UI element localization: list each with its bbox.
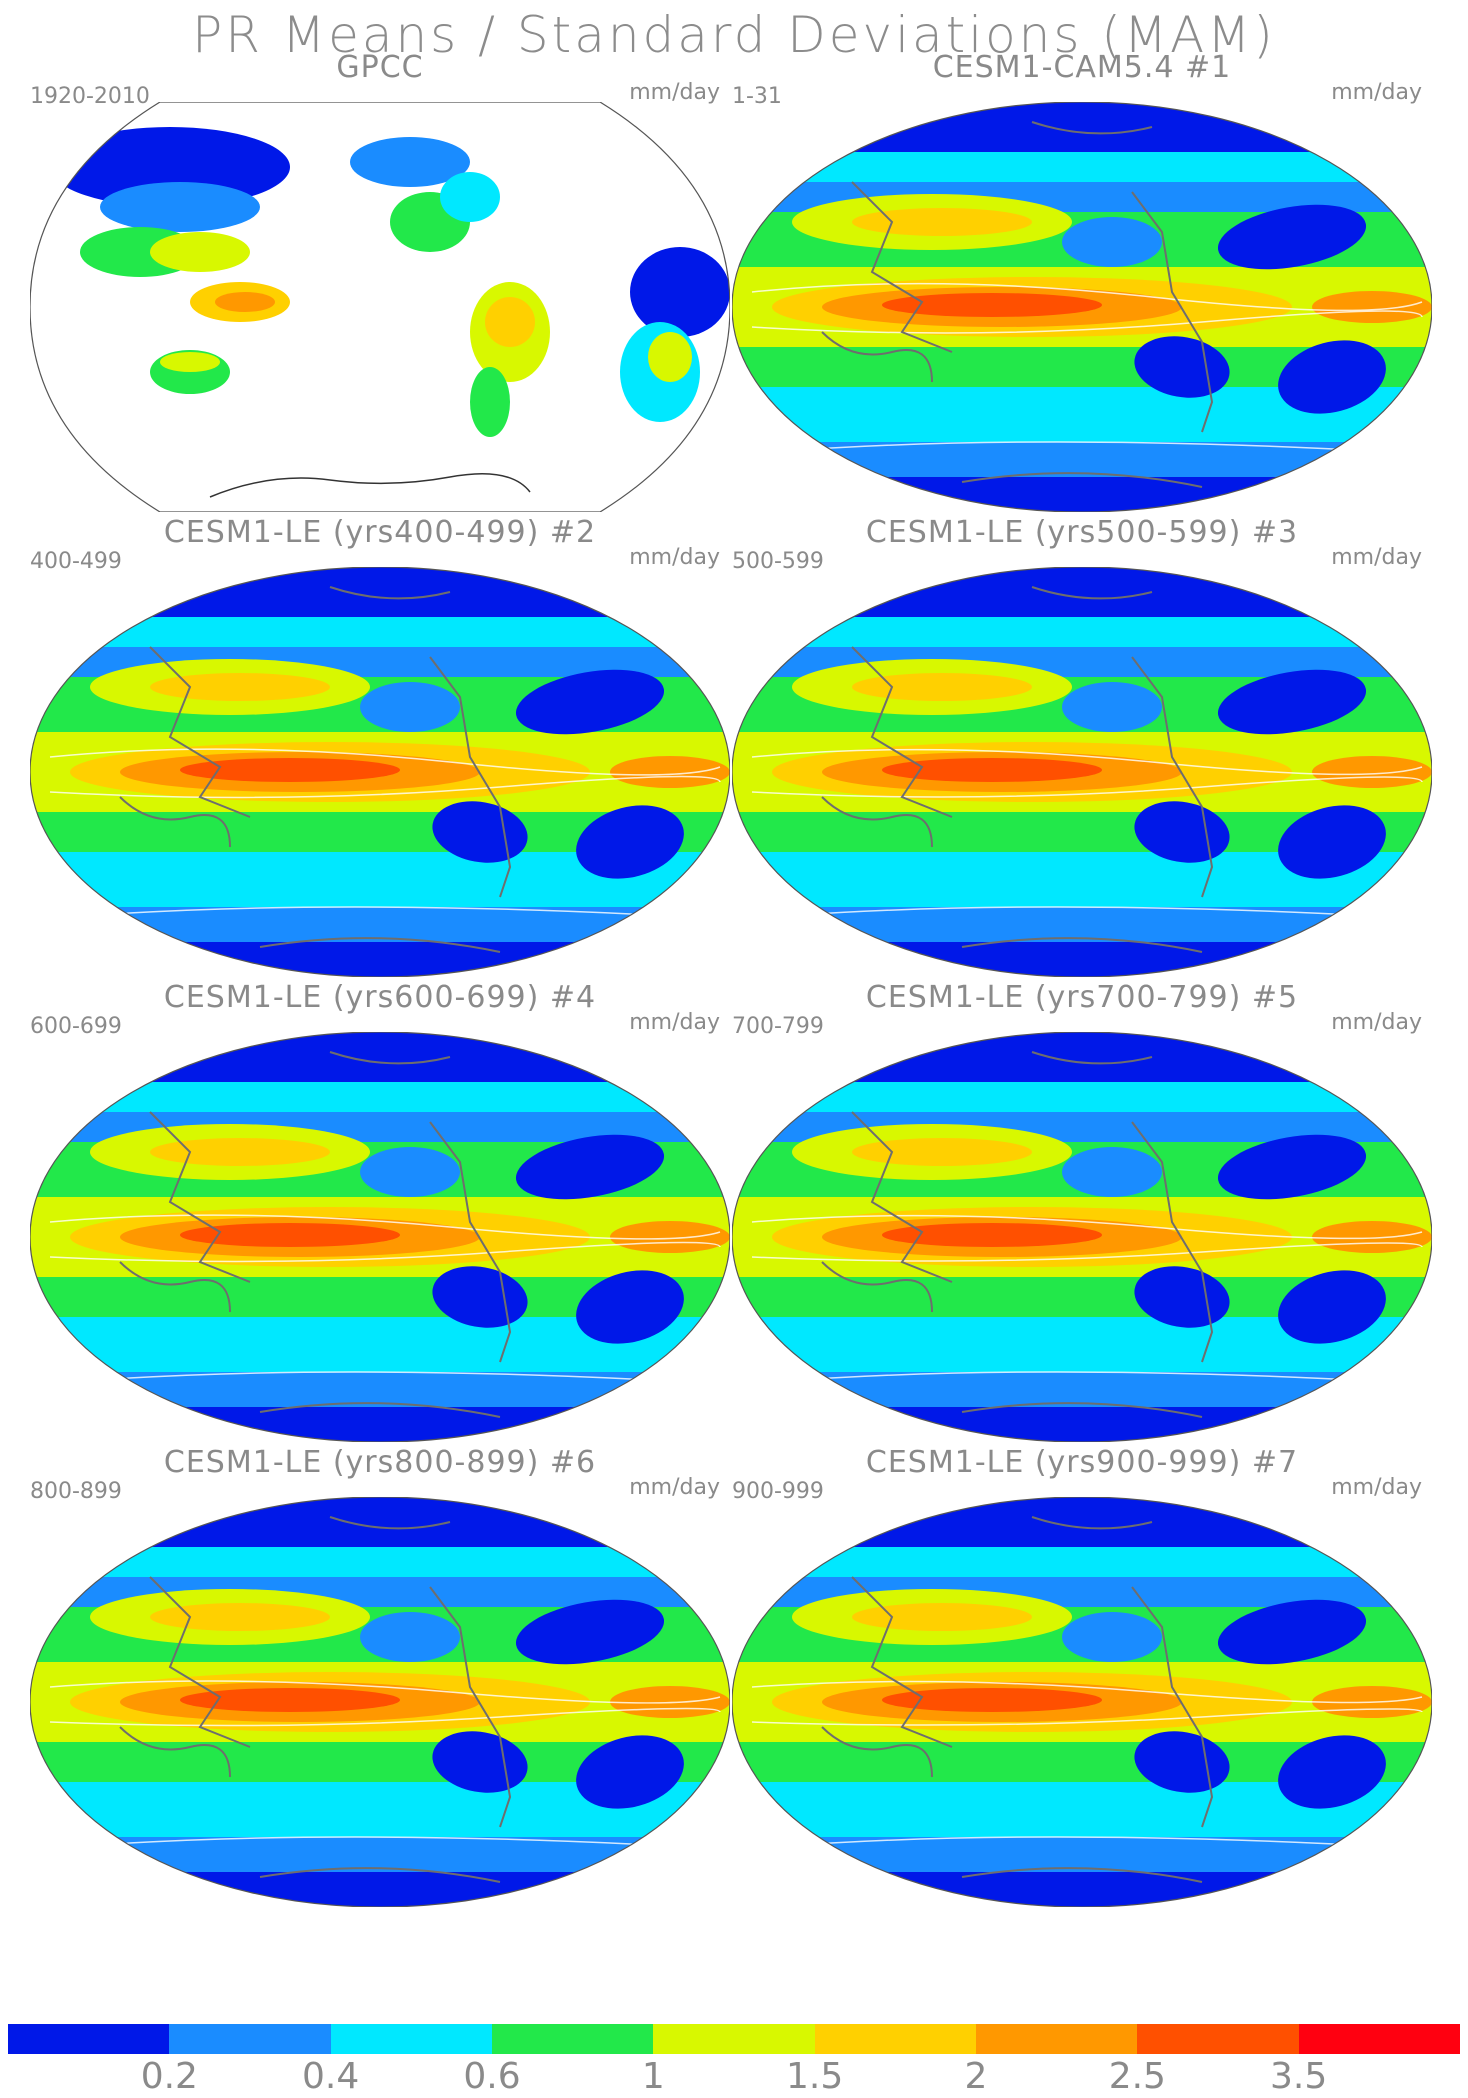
world-map — [30, 1032, 730, 1442]
panel-title: CESM1-LE (yrs900-999) #7 — [865, 1445, 1299, 1480]
panel-title: CESM1-LE (yrs500-599) #3 — [865, 515, 1299, 550]
panel-units: mm/day — [1331, 80, 1422, 105]
colorbar-tick-label: 3.5 — [1270, 2056, 1328, 2097]
map-panel: CESM1-LE (yrs800-899) #6 800-899 mm/day — [20, 1445, 740, 1915]
colorbar-tick-label: 0.2 — [140, 2056, 198, 2097]
panel-period: 500-599 — [732, 549, 824, 574]
panel-units: mm/day — [629, 1475, 720, 1500]
panel-period: 1-31 — [732, 84, 782, 109]
panel-period: 900-999 — [732, 1479, 824, 1504]
colorbar-segment — [8, 2024, 170, 2054]
colorbar-segment — [1298, 2024, 1460, 2054]
panel-period: 1920-2010 — [30, 84, 150, 109]
map-panel: CESM1-LE (yrs700-799) #5 700-799 mm/day — [722, 980, 1442, 1450]
colorbar-segment — [1137, 2024, 1299, 2054]
colorbar-tick-label: 0.6 — [463, 2056, 521, 2097]
map-panel: CESM1-CAM5.4 #1 1-31 mm/day — [722, 50, 1442, 520]
colorbar-tick-label: 0.4 — [302, 2056, 360, 2097]
panel-title: CESM1-LE (yrs400-499) #2 — [163, 515, 597, 550]
colorbar-segment — [491, 2024, 654, 2054]
world-map — [732, 102, 1432, 512]
panel-title: GPCC — [336, 50, 424, 85]
panel-units: mm/day — [1331, 1010, 1422, 1035]
panel-title: CESM1-LE (yrs700-799) #5 — [865, 980, 1299, 1015]
world-map — [732, 1032, 1432, 1442]
world-map — [732, 567, 1432, 977]
world-map — [30, 102, 730, 512]
colorbar-tick-label: 1.5 — [786, 2056, 844, 2097]
panel-title: CESM1-CAM5.4 #1 — [932, 50, 1232, 85]
colorbar-segment — [975, 2024, 1138, 2054]
colorbar-segment — [169, 2024, 331, 2054]
map-panel: CESM1-LE (yrs600-699) #4 600-699 mm/day — [20, 980, 740, 1450]
world-map — [732, 1497, 1432, 1907]
map-panel: CESM1-LE (yrs400-499) #2 400-499 mm/day — [20, 515, 740, 985]
colorbar-tick-label: 2.5 — [1108, 2056, 1166, 2097]
panel-period: 400-499 — [30, 549, 122, 574]
colorbar-segment — [814, 2024, 976, 2054]
panel-period: 600-699 — [30, 1014, 122, 1039]
panel-units: mm/day — [1331, 1475, 1422, 1500]
figure-title: PR Means / Standard Deviations (MAM) — [192, 6, 1276, 64]
panel-period: 800-899 — [30, 1479, 122, 1504]
colorbar-tick-label: 1 — [641, 2056, 665, 2097]
panel-units: mm/day — [1331, 545, 1422, 570]
panel-title: CESM1-LE (yrs600-699) #4 — [163, 980, 597, 1015]
panel-title: CESM1-LE (yrs800-899) #6 — [163, 1445, 597, 1480]
map-panel: CESM1-LE (yrs500-599) #3 500-599 mm/day — [722, 515, 1442, 985]
map-panel: CESM1-LE (yrs900-999) #7 900-999 mm/day — [722, 1445, 1442, 1915]
world-map — [30, 567, 730, 977]
colorbar-tick-label: 2 — [964, 2056, 988, 2097]
panel-units: mm/day — [629, 1010, 720, 1035]
map-panel: GPCC 1920-2010 mm/day — [20, 50, 740, 520]
world-map — [30, 1497, 730, 1907]
panel-period: 700-799 — [732, 1014, 824, 1039]
colorbar-segment — [653, 2024, 815, 2054]
colorbar — [8, 2024, 1460, 2054]
colorbar-segment — [330, 2024, 492, 2054]
panel-units: mm/day — [629, 80, 720, 105]
panel-units: mm/day — [629, 545, 720, 570]
